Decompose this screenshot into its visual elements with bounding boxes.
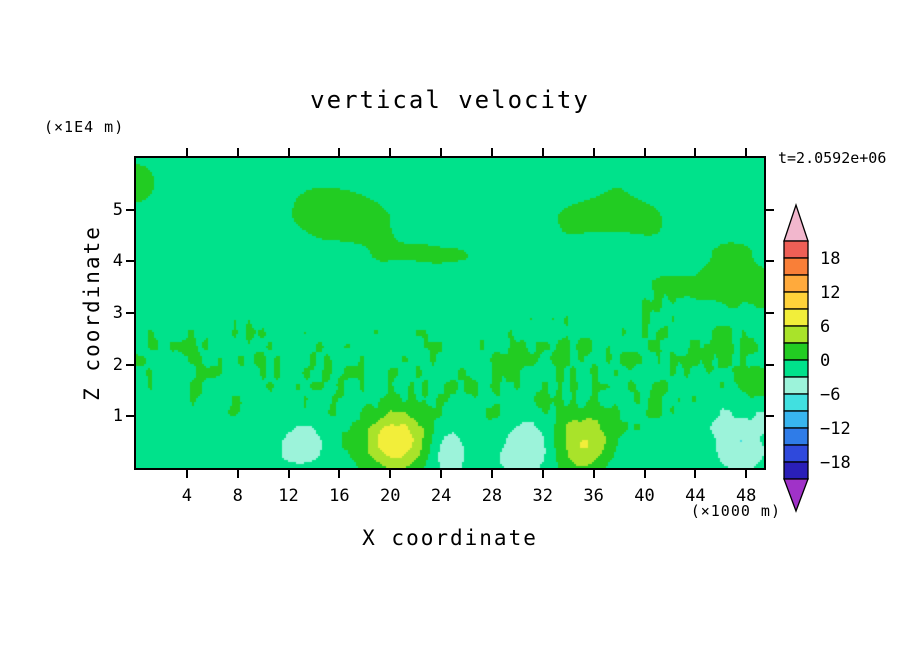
- x-tick-label: 8: [232, 486, 243, 506]
- x-axis-tick: [643, 148, 646, 156]
- colorbar-segment: [783, 376, 809, 395]
- x-axis-tick: [541, 148, 544, 156]
- x-axis-tick: [389, 148, 392, 156]
- x-tick-label: 28: [481, 486, 503, 506]
- x-axis-unit-label: (×1000 m): [690, 502, 781, 520]
- colorbar-below-arrow: [783, 478, 809, 513]
- x-tick-label: 40: [634, 486, 655, 506]
- x-tick-label: 32: [532, 486, 554, 506]
- z-axis-tick: [126, 312, 134, 314]
- x-axis-tick: [185, 148, 188, 156]
- colorbar-segment: [783, 325, 809, 344]
- colorbar-segment: [783, 291, 809, 310]
- colorbar-label: 0: [820, 351, 830, 371]
- colorbar-segment: [783, 461, 809, 480]
- colorbar-segment: [783, 444, 809, 463]
- y-axis-unit-label: (×1E4 m): [44, 118, 125, 136]
- x-axis-tick: [592, 470, 595, 478]
- y-axis-title: Z coordinate: [80, 225, 104, 401]
- x-axis-tick: [490, 148, 493, 156]
- z-axis-tick: [766, 363, 774, 366]
- x-axis-tick: [236, 148, 239, 156]
- x-axis-tick: [236, 470, 239, 478]
- x-tick-label: 12: [278, 486, 299, 506]
- z-tick-label: 1: [112, 406, 123, 427]
- x-tick-label: 4: [181, 486, 192, 506]
- z-axis-tick: [126, 208, 134, 211]
- x-axis-tick: [745, 470, 748, 478]
- plot-area: 4 8 12 16 20 24 28 32 36 40 44 48 1 2 3 4 5: [113, 148, 774, 506]
- z-axis-tick: [766, 312, 774, 314]
- plot-title: vertical velocity: [310, 86, 590, 114]
- x-tick-label: 24: [430, 486, 452, 506]
- colorbar-segment: [783, 240, 809, 259]
- x-axis-tick: [287, 470, 290, 478]
- x-tick-label: 20: [380, 486, 401, 506]
- colorbar-segment: [783, 410, 809, 429]
- z-tick-label: 4: [112, 251, 123, 272]
- colorbar-segment: [783, 274, 809, 293]
- time-annotation: t=2.0592e+06: [778, 149, 887, 167]
- x-axis-tick: [541, 470, 544, 478]
- z-axis-tick: [126, 260, 134, 263]
- z-axis-tick: [766, 260, 774, 263]
- x-axis-tick: [440, 148, 443, 156]
- z-axis-tick: [766, 208, 774, 211]
- x-tick-label: 44: [685, 486, 706, 506]
- x-axis-tick: [185, 470, 188, 478]
- colorbar: 18 12 6 0 −6 −12 −18: [783, 202, 851, 513]
- x-axis-tick: [338, 148, 341, 156]
- colorbar-segment: [783, 393, 809, 412]
- colorbar-label: −6: [820, 385, 840, 405]
- x-axis-tick: [389, 470, 392, 478]
- x-axis-tick: [643, 470, 646, 478]
- x-tick-label: 48: [735, 486, 757, 506]
- colorbar-above-arrow: [783, 202, 809, 242]
- x-axis-tick: [592, 148, 595, 156]
- z-axis-tick: [126, 415, 134, 418]
- x-axis-tick: [694, 470, 697, 478]
- colorbar-segment: [783, 359, 809, 378]
- colorbar-label: −18: [820, 453, 851, 473]
- z-tick-label: 2: [112, 354, 123, 375]
- z-axis-tick: [766, 415, 774, 418]
- z-tick-label: 3: [112, 303, 123, 323]
- z-tick-label: 5: [112, 199, 123, 220]
- colorbar-label: −12: [820, 419, 851, 439]
- z-axis-tick: [126, 363, 134, 366]
- x-axis-tick: [490, 470, 493, 478]
- colorbar-segment: [783, 427, 809, 446]
- colorbar-label: 18: [820, 249, 840, 269]
- colorbar-label: 12: [820, 283, 840, 303]
- colorbar-segment: [783, 308, 809, 327]
- x-axis-title: X coordinate: [362, 526, 538, 550]
- colorbar-segment: [783, 257, 809, 276]
- x-axis-tick: [694, 148, 697, 156]
- x-axis-tick: [745, 148, 748, 156]
- contour-field-canvas: [136, 158, 764, 468]
- x-tick-label: 36: [583, 486, 604, 506]
- colorbar-label: 6: [820, 317, 830, 337]
- x-axis-tick: [338, 470, 341, 478]
- colorbar-segment: [783, 342, 809, 361]
- x-axis-tick: [440, 470, 443, 478]
- x-axis-tick: [287, 148, 290, 156]
- x-tick-label: 16: [329, 486, 350, 506]
